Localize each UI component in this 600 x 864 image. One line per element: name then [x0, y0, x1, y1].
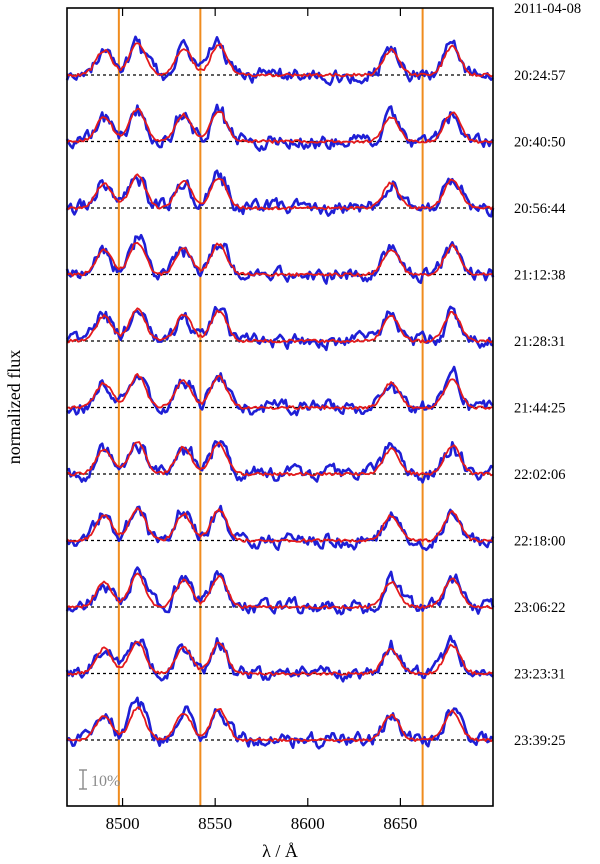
time-label-9: 23:06:22	[514, 600, 566, 616]
observed-spectrum-8	[65, 504, 495, 552]
time-label-1: 20:24:57	[514, 68, 566, 84]
x-tick-label-2: 8550	[198, 814, 232, 833]
date-label: 2011-04-08	[514, 1, 581, 17]
observed-spectrum-11	[65, 696, 494, 750]
model-spectrum-1	[66, 42, 494, 78]
model-spectrum-10	[66, 641, 494, 676]
observed-spectrum-1	[65, 35, 494, 86]
model-spectrum-4	[66, 241, 494, 277]
time-label-4: 21:12:38	[514, 268, 566, 284]
time-label-11: 23:39:25	[514, 733, 566, 749]
model-spectrum-11	[66, 706, 494, 743]
model-spectrum-2	[66, 107, 494, 144]
time-label-8: 22:18:00	[514, 534, 566, 550]
observed-spectrum-5	[66, 305, 494, 352]
time-label-6: 21:44:25	[514, 401, 566, 417]
time-label-10: 23:23:31	[514, 667, 566, 683]
plot-frame	[66, 7, 494, 807]
time-label-7: 22:02:06	[514, 467, 566, 483]
time-label-3: 20:56:44	[514, 201, 566, 217]
plot-area	[65, 8, 495, 806]
model-spectrum-7	[66, 441, 494, 477]
x-axis-label: λ / Å	[262, 841, 298, 861]
x-ticks: 8500 8550 8600 8650	[106, 8, 417, 833]
observed-spectrum-7	[66, 439, 494, 484]
x-tick-label-1: 8500	[106, 814, 140, 833]
y-axis-label: normalized flux	[4, 350, 24, 464]
observed-spectrum-4	[65, 233, 495, 285]
model-spectrum-5	[66, 307, 494, 344]
time-labels: 20:24:57 20:40:50 20:56:44 21:12:38 21:28:31…	[514, 68, 566, 749]
scale-bar-label: 10%	[91, 773, 120, 790]
model-spectrum-3	[66, 173, 494, 211]
observed-spectrum-10	[65, 634, 494, 683]
observed-spectrum-2	[65, 103, 494, 152]
x-tick-label-4: 8650	[383, 814, 417, 833]
time-label-2: 20:40:50	[514, 135, 566, 151]
model-spectrum-8	[66, 506, 494, 543]
time-label-5: 21:28:31	[514, 334, 566, 350]
model-spectrum-9	[66, 572, 494, 610]
x-tick-label-3: 8600	[291, 814, 325, 833]
model-spectrum-6	[66, 372, 494, 410]
observed-spectrum-9	[65, 566, 495, 616]
scale-bar: 10%	[79, 769, 120, 790]
